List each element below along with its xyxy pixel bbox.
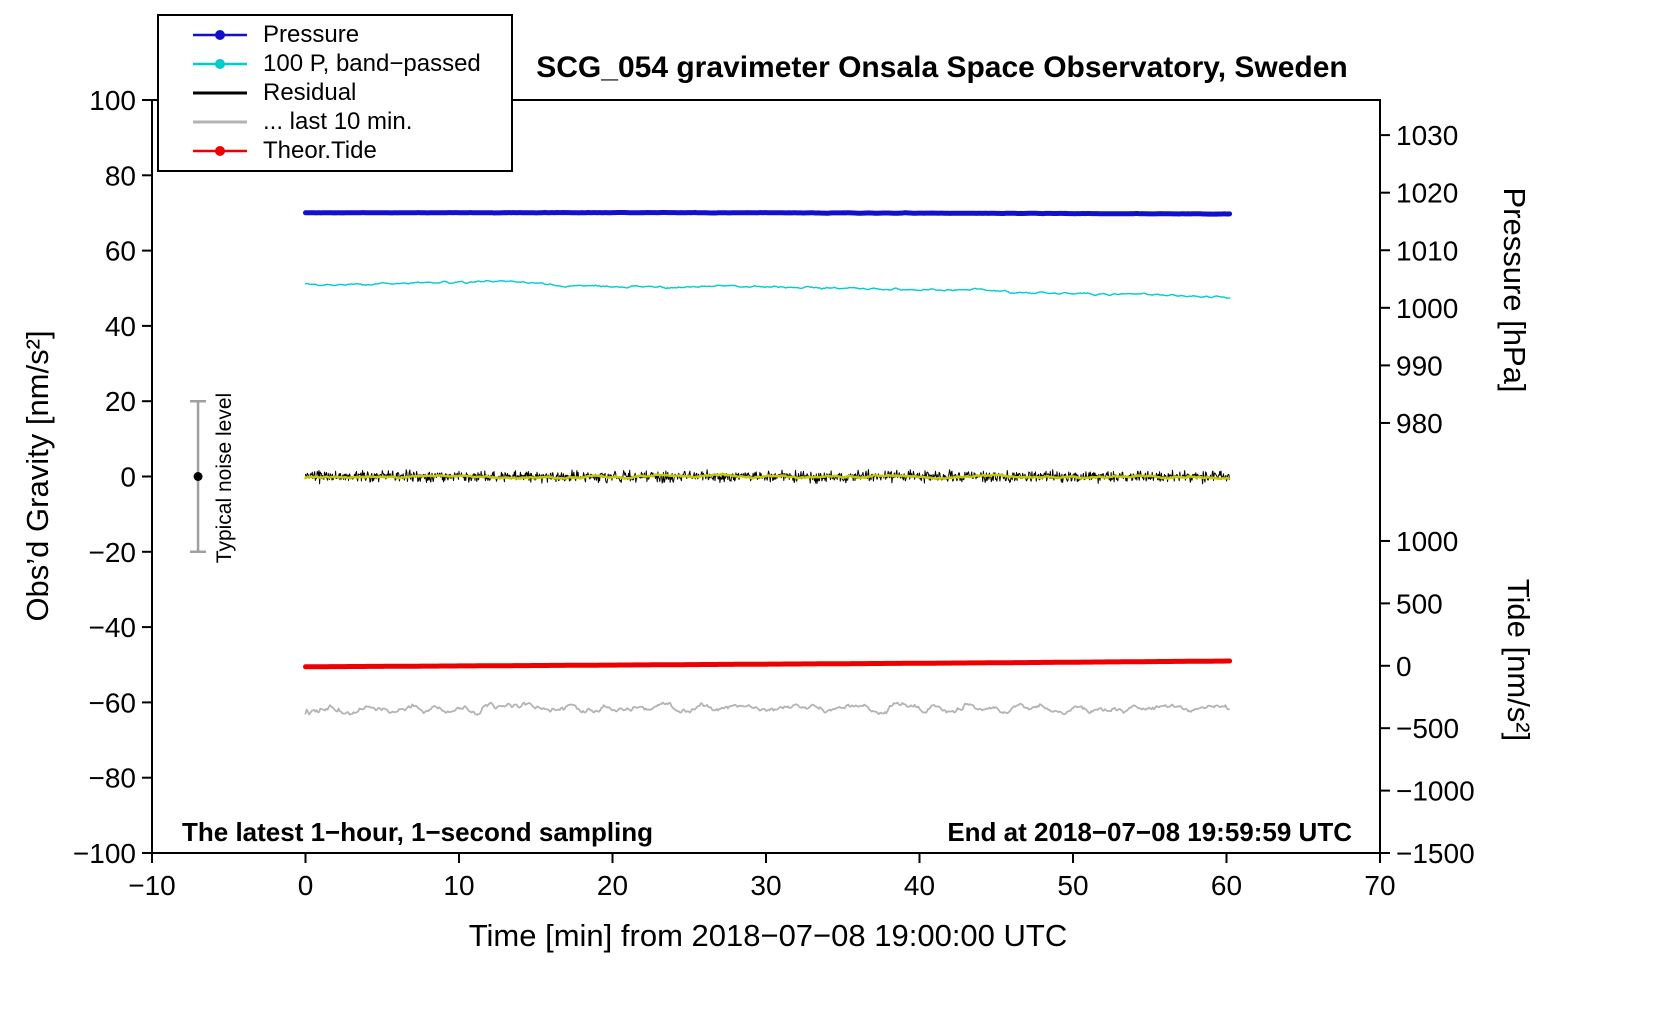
legend-marker-dot [215, 58, 225, 69]
legend-label: Residual [263, 78, 357, 106]
chart-title: SCG_054 gravimeter Onsala Space Observat… [536, 51, 1348, 84]
tide-tick-label: −500 [1396, 713, 1459, 744]
series-theor-tide [303, 658, 1233, 670]
legend-marker-dot [215, 29, 225, 40]
tide-tick-label: −1500 [1396, 838, 1475, 869]
gravity-tick-label: −80 [89, 763, 137, 794]
series-bandpassed [304, 279, 1231, 299]
x-tick-label: 30 [750, 870, 781, 901]
legend-line-sample [193, 58, 247, 69]
gravity-tick-label: 40 [105, 311, 136, 342]
gravity-tick-label: 0 [120, 462, 136, 493]
gravity-tick-label: 100 [89, 85, 136, 116]
pressure-tick-label: 1030 [1396, 120, 1458, 151]
tide-tick-label: 0 [1396, 651, 1412, 682]
legend-item-residual: Residual [191, 78, 511, 106]
series-residual-mean [304, 472, 1231, 481]
legend-line-sample [193, 29, 247, 40]
gravity-tick-label: −20 [89, 537, 137, 568]
y-axis-label-pressure: Pressure [hPa] [1497, 187, 1532, 393]
noise-level-label: Typical noise level [213, 392, 236, 564]
legend-line-sample [193, 120, 247, 124]
pressure-tick-label: 1020 [1396, 178, 1458, 209]
pressure-tick-label: 990 [1396, 350, 1443, 381]
tide-tick-label: 500 [1396, 588, 1443, 619]
legend-item-pressure: Pressure [191, 20, 511, 48]
gravity-tick-label: −60 [89, 687, 137, 718]
annotation-sampling: The latest 1−hour, 1−second sampling [182, 817, 654, 847]
y-axis-label-gravity: Obs’d Gravity [nm/s²] [20, 330, 55, 622]
x-tick-label: 20 [597, 870, 628, 901]
x-tick-label: 50 [1057, 870, 1088, 901]
tide-tick-label: −1000 [1396, 776, 1475, 807]
tide-tick-label: 1000 [1396, 526, 1458, 557]
legend-line-sample [193, 146, 247, 157]
y-axis-label-tide: Tide [nm/s²] [1501, 578, 1536, 742]
legend: Pressure 100 P, band−passed Residual... la… [157, 14, 513, 172]
legend-line-sample [193, 91, 247, 95]
series-last10min [304, 701, 1230, 716]
annotation-end-time: End at 2018−07−08 19:59:59 UTC [947, 817, 1352, 847]
gravity-tick-label: 60 [105, 236, 136, 267]
legend-item-theor-tide: Theor.Tide [191, 139, 511, 163]
x-axis-label: Time [min] from 2018−07−08 19:00:00 UTC [468, 918, 1068, 953]
pressure-tick-label: 1000 [1396, 293, 1458, 324]
legend-label: Pressure [263, 20, 360, 48]
legend-label: ... last 10 min. [263, 108, 413, 136]
noise-errorbar-dot [193, 472, 203, 481]
x-tick-label: 60 [1211, 870, 1242, 901]
pressure-tick-label: 1010 [1396, 235, 1458, 266]
gravity-tick-label: 20 [105, 386, 136, 417]
x-tick-label: 70 [1364, 870, 1395, 901]
legend-label: 100 P, band−passed [263, 49, 481, 77]
gravity-tick-label: 80 [105, 160, 136, 191]
legend-item-last-10-min: ... last 10 min. [191, 110, 511, 134]
series-pressure [303, 210, 1233, 217]
pressure-tick-label: 980 [1396, 408, 1443, 439]
x-tick-label: 10 [443, 870, 474, 901]
x-tick-label: 40 [904, 870, 935, 901]
x-tick-label: 0 [298, 870, 314, 901]
legend-label: Theor.Tide [263, 137, 377, 165]
gravity-tick-label: −40 [89, 612, 137, 643]
gravity-tick-label: −100 [73, 838, 136, 869]
legend-marker-dot [215, 146, 225, 157]
legend-item-100-p-band-passed: 100 P, band−passed [191, 49, 511, 77]
x-tick-label: −10 [128, 870, 176, 901]
